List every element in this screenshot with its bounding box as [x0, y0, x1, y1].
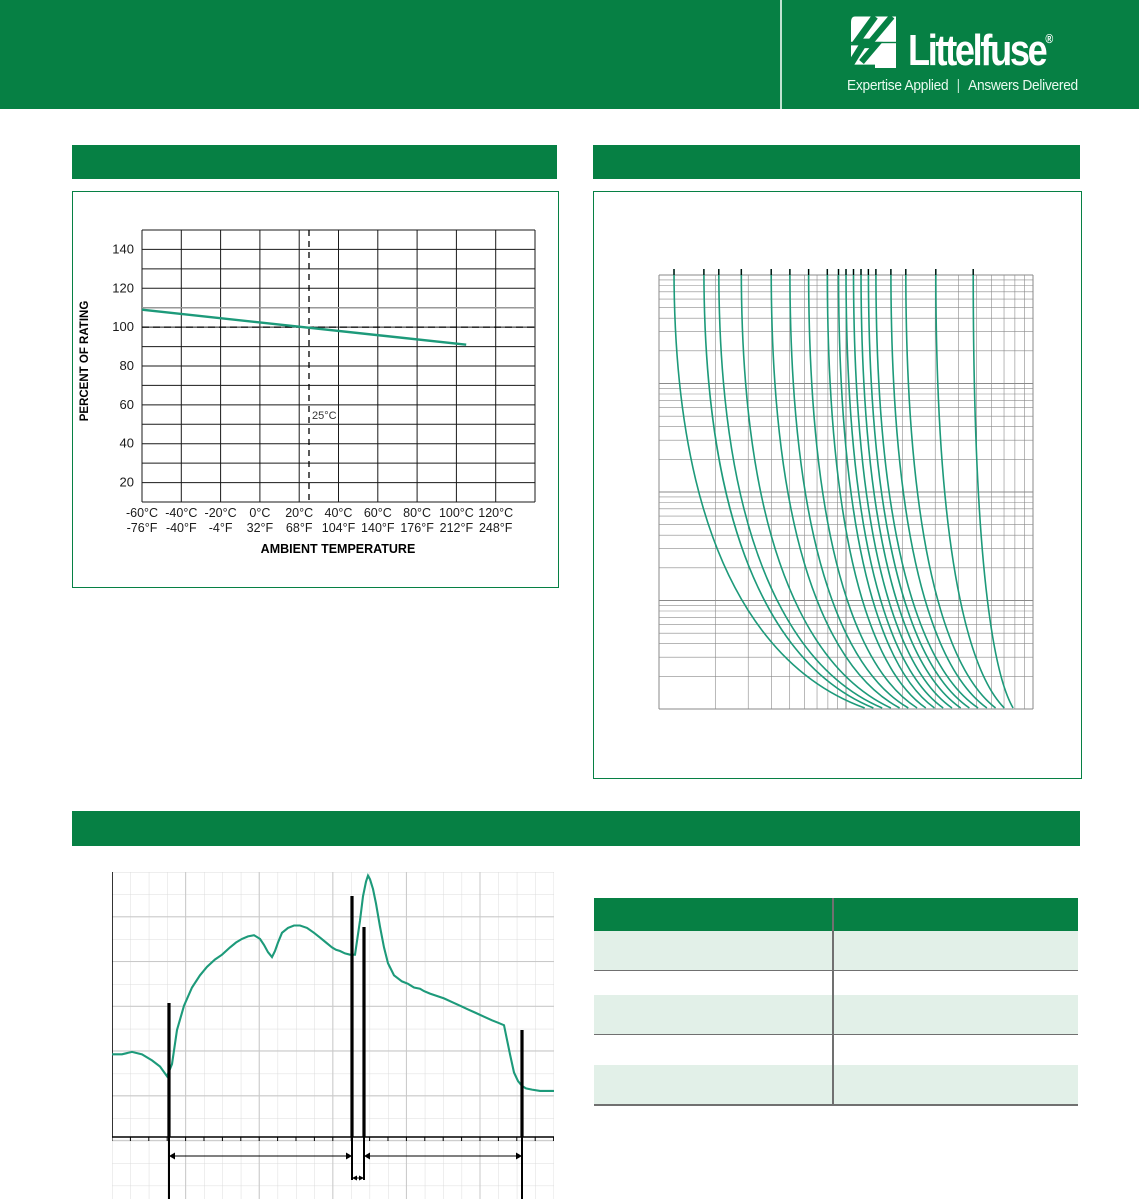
svg-text:80°C: 80°C [403, 506, 431, 520]
svg-text:20°C: 20°C [285, 506, 313, 520]
svg-text:AMBIENT TEMPERATURE: AMBIENT TEMPERATURE [261, 542, 416, 556]
svg-text:32°F: 32°F [247, 521, 274, 535]
svg-text:-4°F: -4°F [209, 521, 233, 535]
svg-text:120°C: 120°C [478, 506, 513, 520]
svg-text:40: 40 [120, 436, 134, 451]
svg-text:248°F: 248°F [479, 521, 513, 535]
svg-text:104°F: 104°F [322, 521, 356, 535]
svg-text:-76°F: -76°F [127, 521, 158, 535]
svg-text:140: 140 [112, 241, 134, 256]
svg-text:60°C: 60°C [364, 506, 392, 520]
svg-text:140°F: 140°F [361, 521, 395, 535]
svg-text:60: 60 [120, 397, 134, 412]
svg-text:100: 100 [112, 319, 134, 334]
svg-text:-40°F: -40°F [166, 521, 197, 535]
svg-text:25°C: 25°C [312, 410, 337, 422]
svg-text:120: 120 [112, 280, 134, 295]
svg-text:176°F: 176°F [400, 521, 434, 535]
svg-text:68°F: 68°F [286, 521, 313, 535]
svg-text:20: 20 [120, 475, 134, 490]
svg-text:-60°C: -60°C [126, 506, 158, 520]
svg-text:-40°C: -40°C [165, 506, 197, 520]
svg-text:212°F: 212°F [440, 521, 474, 535]
svg-text:-20°C: -20°C [205, 506, 237, 520]
svg-text:PERCENT OF RATING: PERCENT OF RATING [79, 301, 91, 422]
svg-text:100°C: 100°C [439, 506, 474, 520]
svg-text:40°C: 40°C [325, 506, 353, 520]
svg-text:0°C: 0°C [249, 506, 270, 520]
svg-text:80: 80 [120, 358, 134, 373]
